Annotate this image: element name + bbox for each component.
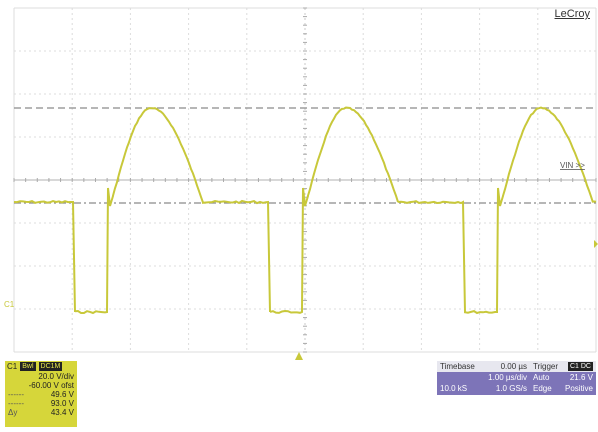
- channel-1-ground-marker: C1: [4, 300, 15, 309]
- timebase-tdiv: 1.00 µs/div: [488, 373, 527, 382]
- cursor2-value: 93.0 V: [50, 399, 74, 408]
- cursor1-value: 49.6 V: [50, 390, 74, 399]
- timebase-title: Timebase: [440, 362, 475, 371]
- trigger-panel[interactable]: Trigger C1 DC Auto 21.6 V Edge Positive: [530, 361, 596, 395]
- graticule: [13, 7, 597, 353]
- trigger-source-tag: C1 DC: [567, 362, 593, 371]
- trigger-level-marker: [594, 240, 598, 248]
- cursor2-label: ------: [8, 399, 24, 408]
- channel-1-trace: [13, 106, 597, 315]
- trigger-slope: Positive: [564, 384, 593, 393]
- timebase-delay: 0.00 µs: [500, 362, 527, 371]
- cursor1-label: ------: [8, 390, 24, 399]
- delta-y-value: 43.4 V: [50, 408, 74, 417]
- trigger-position-marker: [295, 352, 303, 360]
- trigger-level: 21.6 V: [569, 373, 593, 382]
- trigger-type: Edge: [533, 384, 552, 393]
- trigger-title: Trigger: [533, 362, 559, 371]
- channel-1-panel[interactable]: C1 Bwl DC1M 20.0 V/div -60.00 V ofst ---…: [5, 361, 77, 427]
- channel-name: C1: [7, 362, 18, 371]
- channel-tag-coupling: DC1M: [38, 362, 63, 371]
- timebase-rate: 1.0 GS/s: [495, 384, 527, 393]
- lecroy-logo: LeCroy: [554, 8, 590, 20]
- trigger-mode: Auto: [533, 373, 550, 382]
- channel-tag-bwl: Bwl: [20, 362, 36, 371]
- vin-cursor-label: VIN >>: [560, 161, 585, 170]
- channel-vdiv: 20.0 V/div: [38, 372, 74, 381]
- timebase-samples: 10.0 kS: [440, 384, 468, 393]
- delta-y-label: Δy: [8, 408, 18, 417]
- timebase-panel[interactable]: Timebase 0.00 µs 1.00 µs/div 10.0 kS 1.0…: [437, 361, 530, 395]
- channel-offset: -60.00 V ofst: [28, 381, 74, 390]
